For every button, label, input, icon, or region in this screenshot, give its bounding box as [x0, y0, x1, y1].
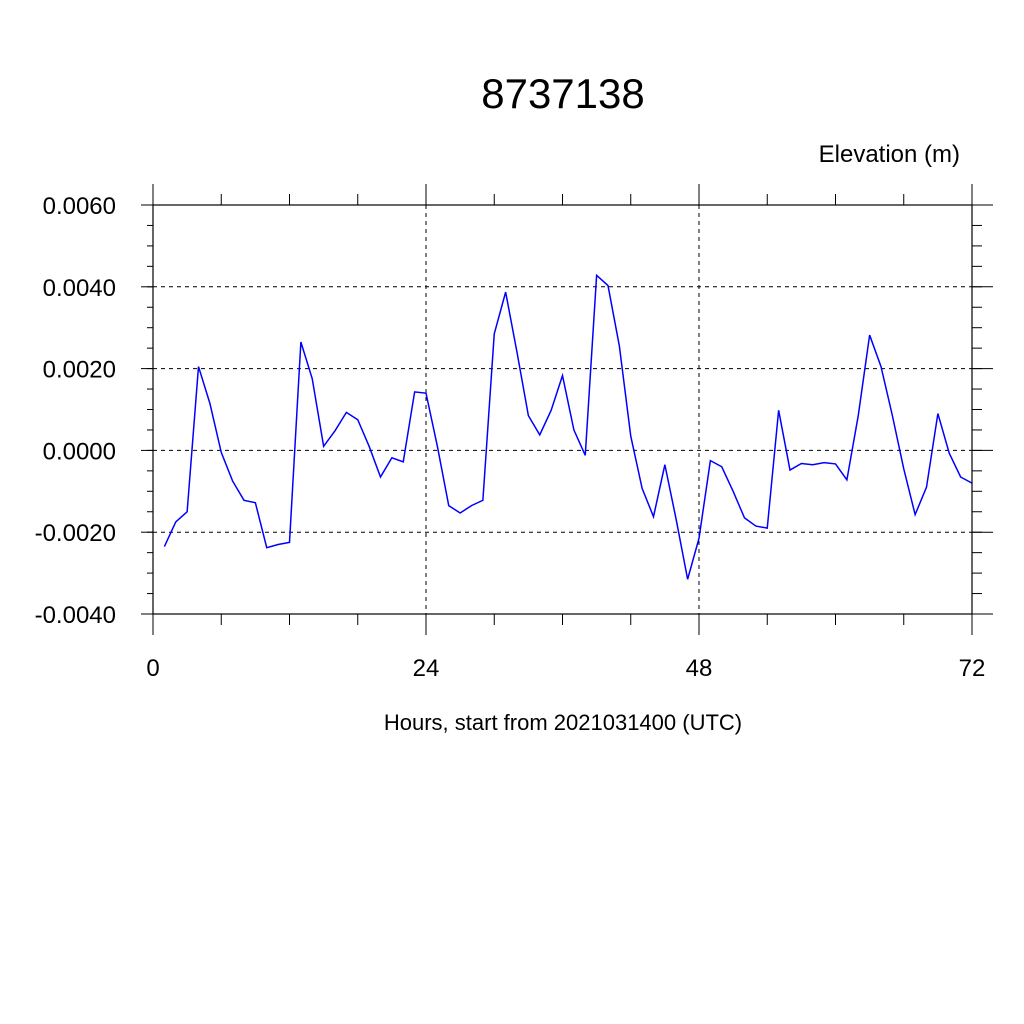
- x-axis-label: Hours, start from 2021031400 (UTC): [384, 710, 742, 735]
- x-tick-label: 0: [146, 655, 159, 682]
- plot-frame: [152, 204, 973, 615]
- x-tick-label: 48: [686, 655, 713, 682]
- tick-labels: -0.0040 -0.0020 0.0000 0.0020 0.0040 0.0060 0 2…: [35, 193, 986, 682]
- y-tick-label: 0.0040: [43, 275, 116, 302]
- series-layer: [163, 273, 973, 580]
- x-tick-label: 72: [959, 655, 986, 682]
- x-tick-label: 24: [413, 655, 440, 682]
- axis-ticks: [141, 184, 993, 635]
- y-tick-label: 0.0000: [43, 438, 116, 465]
- y-tick-label: -0.0020: [35, 520, 116, 547]
- y-tick-label: 0.0060: [43, 193, 116, 220]
- y-axis-label: Elevation (m): [819, 141, 960, 168]
- y-tick-label: -0.0040: [35, 602, 116, 629]
- series-line: [163, 273, 973, 580]
- y-tick-label: 0.0020: [43, 357, 116, 384]
- chart-title: 8737138: [481, 70, 645, 117]
